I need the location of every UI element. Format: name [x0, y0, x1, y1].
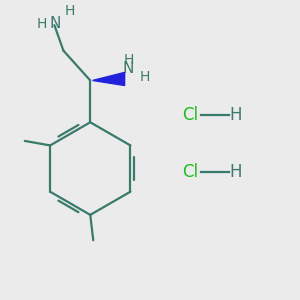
Polygon shape	[93, 72, 124, 86]
Text: H: H	[37, 17, 47, 31]
Text: H: H	[229, 106, 242, 124]
Text: H: H	[229, 163, 242, 181]
Text: Cl: Cl	[182, 163, 198, 181]
Text: N: N	[50, 16, 61, 31]
Text: H: H	[123, 53, 134, 67]
Text: Cl: Cl	[182, 106, 198, 124]
Text: H: H	[140, 70, 150, 84]
Text: H: H	[64, 4, 75, 18]
Text: N: N	[123, 61, 134, 76]
